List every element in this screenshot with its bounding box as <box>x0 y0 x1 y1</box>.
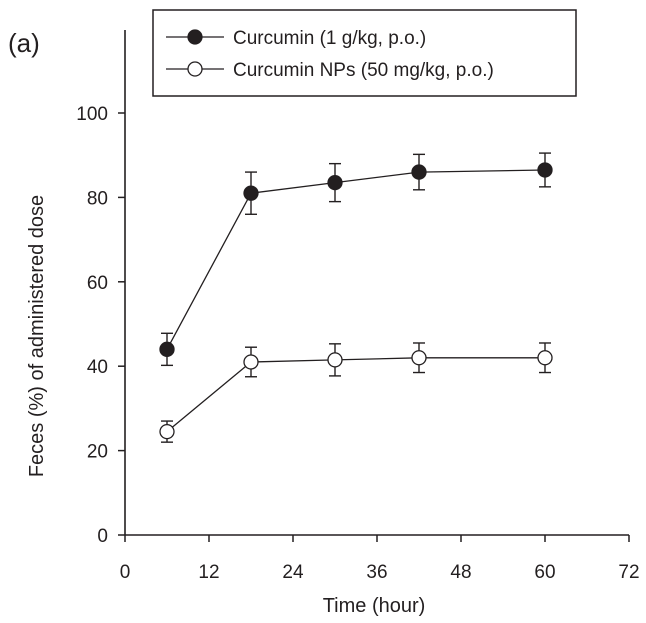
y-tick-label: 80 <box>87 188 108 209</box>
legend: Curcumin (1 g/kg, p.o.) Curcumin NPs (50… <box>152 9 577 97</box>
x-tick-label: 12 <box>198 562 219 583</box>
series-line <box>166 357 545 433</box>
data-point <box>243 354 259 370</box>
y-tick-label: 60 <box>87 273 108 294</box>
plot-area <box>159 152 553 443</box>
data-point <box>159 341 175 357</box>
x-tick-label: 0 <box>120 562 131 583</box>
panel-label: (a) <box>8 28 40 58</box>
legend-item-series-2: Curcumin NPs (50 mg/kg, p.o.) <box>166 60 494 81</box>
axes: 0 12 24 36 48 60 72 0 20 40 60 80 100 <box>76 30 640 583</box>
x-tick-label: 72 <box>618 562 639 583</box>
x-tick-label: 36 <box>366 562 387 583</box>
data-point <box>159 423 175 440</box>
data-point <box>537 162 553 178</box>
legend-item-series-1: Curcumin (1 g/kg, p.o.) <box>166 28 426 49</box>
x-tick-label: 24 <box>282 562 304 583</box>
legend-label-series-2: Curcumin NPs (50 mg/kg, p.o.) <box>233 60 494 81</box>
data-point <box>327 174 343 191</box>
y-tick-label: 0 <box>97 526 108 547</box>
data-point <box>327 352 343 368</box>
series-2 <box>159 342 553 443</box>
data-point <box>243 185 259 201</box>
series-1 <box>159 152 553 367</box>
series-line <box>166 169 546 350</box>
y-tick-label: 40 <box>87 357 108 378</box>
x-axis-label: Time (hour) <box>323 595 426 617</box>
y-tick-label: 100 <box>76 104 108 125</box>
legend-label-series-1: Curcumin (1 g/kg, p.o.) <box>233 28 426 49</box>
y-axis-label: Feces (%) of administered dose <box>26 195 48 477</box>
x-tick-label: 60 <box>534 562 555 583</box>
legend-box <box>152 9 577 97</box>
data-point <box>411 350 427 366</box>
data-point <box>411 164 427 180</box>
legend-marker-filled-circle <box>187 29 203 45</box>
data-point <box>537 350 553 366</box>
legend-marker-open-circle <box>187 61 203 77</box>
y-tick-label: 20 <box>87 442 108 463</box>
x-tick-label: 48 <box>450 562 471 583</box>
